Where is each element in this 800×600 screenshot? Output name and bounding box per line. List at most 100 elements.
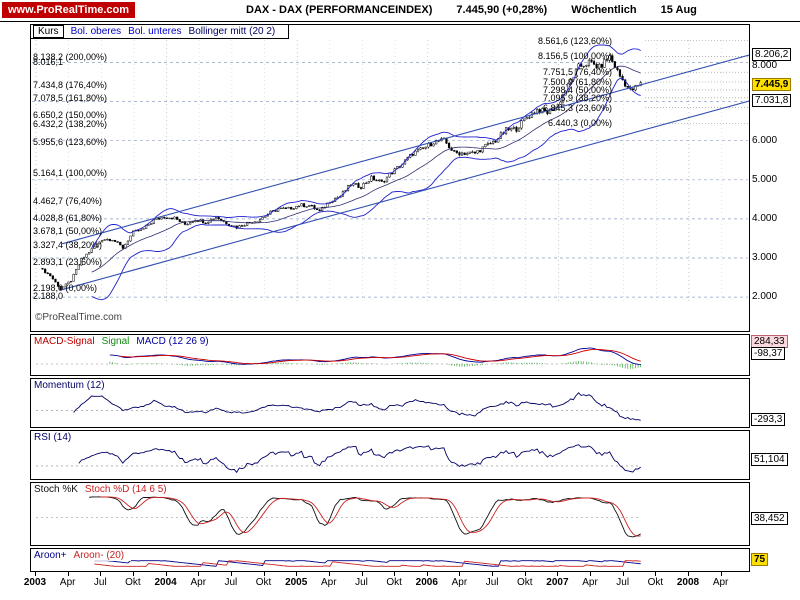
macd-plot[interactable] <box>31 335 749 375</box>
time-axis-tick <box>557 572 559 576</box>
price-legend: Kurs Bol. oberes Bol. unteres Bollinger … <box>31 25 290 39</box>
stoch-plot[interactable] <box>31 483 749 545</box>
stoch-panel[interactable]: Stoch %K Stoch %D (14 6 5) <box>30 482 750 546</box>
y-axis-label: 4.000 <box>752 213 778 224</box>
time-axis-month-label: Apr <box>451 577 468 588</box>
time-axis-month-label: Jul <box>224 577 238 588</box>
aroon-plot[interactable] <box>31 549 749 571</box>
time-axis-tick <box>524 572 526 576</box>
fib-level-label-right: 6.440,3 (0,00%) <box>547 118 612 128</box>
fib-level-label-left: 4.028,8 (61,80%) <box>33 213 103 223</box>
time-axis-tick <box>655 572 657 576</box>
aroon-panel[interactable]: Aroon+ Aroon- (20) <box>30 548 750 572</box>
aroon-last-value: 75 <box>751 553 769 566</box>
fib-level-label-left: 6.650,2 (150,00%) <box>33 110 108 120</box>
fib-level-label-right: 6.845,3 (23,60%) <box>542 103 612 113</box>
time-axis-tick <box>720 572 722 576</box>
header-bar: www.ProRealTime.com DAX - DAX (PERFORMAN… <box>0 0 800 22</box>
y-axis-price-box: 7.445,9 <box>752 78 792 91</box>
macd-panel[interactable]: MACD-Signal Signal MACD (12 26 9) <box>30 334 750 376</box>
time-axis-month-label: Jul <box>93 577 107 588</box>
rsi-legend-item: RSI (14) <box>34 432 72 443</box>
y-axis-price-box: 8.206,2 <box>752 48 792 61</box>
time-axis-tick <box>622 572 624 576</box>
time-axis-month-label: Okt <box>517 577 533 588</box>
y-axis-label: 2.000 <box>752 291 778 302</box>
rsi-panel[interactable]: RSI (14) <box>30 430 750 480</box>
rsi-last-value: 51,104 <box>751 453 788 466</box>
time-axis-tick <box>198 572 200 576</box>
momentum-plot[interactable] <box>31 379 749 427</box>
fib-level-label-left: 7.078,5 (161,80%) <box>33 93 108 103</box>
fib-level-label-left: 3.327,4 (38,20%) <box>33 240 103 250</box>
time-axis-tick <box>132 572 134 576</box>
time-axis-tick <box>296 572 298 576</box>
macd-legend-item: MACD-Signal <box>34 336 95 347</box>
legend-bollinger-lower: Bol. unteres <box>128 26 182 37</box>
time-axis-month-label: Jul <box>355 577 368 588</box>
fib-level-label-right: 8.156,5 (100,00%) <box>537 51 612 61</box>
time-axis-tick <box>361 572 363 576</box>
time-axis-tick <box>492 572 494 576</box>
time-axis-tick <box>100 572 102 576</box>
time-axis-year-label: 2006 <box>415 577 438 588</box>
time-axis-tick <box>165 572 167 576</box>
macd-legend-item: MACD (12 26 9) <box>136 336 209 347</box>
legend-bollinger-mid: Bollinger mitt (20 2) <box>188 26 276 37</box>
aroon-legend-item: Aroon+ <box>34 550 67 561</box>
rsi-plot[interactable] <box>31 431 749 479</box>
time-axis-tick <box>67 572 69 576</box>
time-axis-month-label: Okt <box>647 577 664 588</box>
legend-bollinger-upper: Bol. oberes <box>70 26 122 37</box>
time-axis-month-label: Okt <box>255 577 272 588</box>
time-axis-month-label: Apr <box>712 577 729 588</box>
momentum-panel[interactable]: Momentum (12) <box>30 378 750 428</box>
legend-kurs: Kurs <box>33 25 64 38</box>
fib-level-label-right: 7.751,5 (76,40%) <box>542 67 612 77</box>
time-axis-month-label: Jul <box>485 577 499 588</box>
time-axis-month-label: Okt <box>125 577 141 588</box>
y-axis-price-box: 7.031,8 <box>752 94 792 107</box>
momentum-legend: Momentum (12) <box>34 380 112 391</box>
time-axis-tick <box>35 572 36 576</box>
time-axis-year-label: 2008 <box>676 577 700 588</box>
time-axis-tick <box>394 572 396 576</box>
time-axis: 2003 Apr Jul Okt 2004 Apr Jul Okt 2005 Apr Jul Okt 2… <box>0 572 800 594</box>
fib-level-label-left: 8.016,1 <box>33 57 64 67</box>
stoch-legend-item: Stoch %D (14 6 5) <box>84 484 167 495</box>
time-axis-tick <box>688 572 689 576</box>
price-chart-panel[interactable]: Kurs Bol. oberes Bol. unteres Bollinger … <box>30 24 750 332</box>
time-axis-tick <box>328 572 330 576</box>
time-axis-month-label: Apr <box>190 577 207 588</box>
fib-level-label-left: 7.434,8 (176,40%) <box>33 80 108 90</box>
fib-level-label-left: 5.164,1 (100,00%) <box>33 168 108 178</box>
time-axis-tick <box>590 572 591 576</box>
copyright-watermark: ©ProRealTime.com <box>35 312 123 323</box>
momentum-last-value: -293,3 <box>751 413 786 426</box>
y-axis-label: 6.000 <box>752 135 778 146</box>
fib-level-label-left: 3.678,1 (50,00%) <box>33 226 103 236</box>
fib-level-label-left: 2.893,1 (23,60%) <box>33 257 103 267</box>
stoch-legend-item: Stoch %K <box>34 484 78 495</box>
time-axis-year-label: 2004 <box>154 577 177 588</box>
stoch-last-value: 38,452 <box>751 512 788 525</box>
price-plot[interactable] <box>31 25 749 331</box>
last-price-change: 7.445,90 (+0,28%) <box>456 4 548 16</box>
macd-legend: MACD-Signal Signal MACD (12 26 9) <box>34 336 216 347</box>
stoch-legend: Stoch %K Stoch %D (14 6 5) <box>34 484 174 495</box>
date-label: 15 Aug <box>660 4 697 16</box>
fib-level-label-left: 6.432,2 (138,20%) <box>33 119 108 129</box>
chart-title-group: DAX - DAX (PERFORMANCEINDEX) 7.445,90 (+… <box>246 4 697 16</box>
time-axis-month-label: Apr <box>321 577 337 588</box>
fib-level-label-left: 4.462,7 (76,40%) <box>33 196 103 206</box>
time-axis-year-label: 2007 <box>546 577 569 588</box>
site-logo[interactable]: www.ProRealTime.com <box>2 2 136 18</box>
rsi-legend: RSI (14) <box>34 432 79 443</box>
fib-level-label-right: 7.500,9 (61,80%) <box>542 77 612 87</box>
fib-level-label-left: 5.955,6 (123,60%) <box>33 137 108 147</box>
time-axis-month-label: Okt <box>386 577 402 588</box>
time-axis-year-label: 2003 <box>23 577 47 588</box>
aroon-legend: Aroon+ Aroon- (20) <box>34 550 132 561</box>
time-axis-tick <box>459 572 461 576</box>
